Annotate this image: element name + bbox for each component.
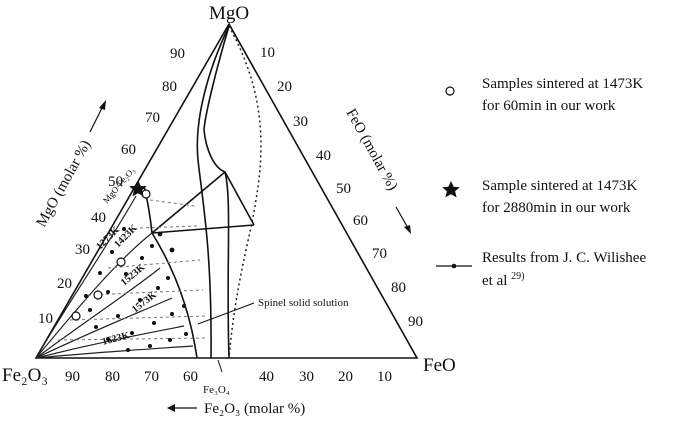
legend: Samples sintered at 1473K for 60min in o… xyxy=(436,76,646,289)
bottom-axis-title: Fe₂O₃ (molar %) xyxy=(204,401,305,417)
bottom-axis-arrow xyxy=(167,404,197,412)
right-tick: 20 xyxy=(277,79,292,95)
right-tick: 80 xyxy=(391,280,406,296)
right-tick: 60 xyxy=(353,213,368,229)
bottom-tick: 30 xyxy=(299,369,314,385)
isotherm-1423K xyxy=(35,232,153,359)
bottom-tick: 40 xyxy=(259,369,274,385)
left-tick: 10 xyxy=(38,311,53,327)
legend-line-dot-icon xyxy=(436,263,472,269)
apex-right-label: FeO xyxy=(423,355,456,376)
isotherm-label: 1623K xyxy=(101,330,131,348)
ferrite-boundary xyxy=(143,185,153,234)
left-axis-arrow xyxy=(89,100,106,133)
legend-entry-1-line-1: Samples sintered at 1473K xyxy=(482,76,643,92)
right-axis-title: FeO (molar %) xyxy=(343,106,401,193)
isotherm-1573K xyxy=(35,297,173,359)
legend-entry-1-line-2: for 60min in our work xyxy=(482,98,616,114)
left-tick: 60 xyxy=(121,142,136,158)
apex-top-label: MgO xyxy=(209,3,249,24)
bottom-tick: 10 xyxy=(377,369,392,385)
bottom-tick: 20 xyxy=(338,369,353,385)
right-tick: 10 xyxy=(260,45,275,61)
right-axis-ticks: 10 20 30 40 50 60 70 80 90 xyxy=(260,45,423,330)
legend-entry-3-line-2: et al 29) xyxy=(482,271,525,289)
tie-line-1 xyxy=(151,171,226,234)
dotted-boundary xyxy=(228,25,262,359)
sample-star xyxy=(129,180,147,197)
legend-entry-2-line-2: for 2880min in our work xyxy=(482,200,631,216)
isotherm-curves xyxy=(35,195,194,359)
magnetite-label: Fe₃O₄ xyxy=(203,384,230,396)
spinel-boundary-left xyxy=(151,232,198,359)
left-tick: 20 xyxy=(57,276,72,292)
tie-line-2 xyxy=(224,171,255,226)
isotherm-1623K xyxy=(35,325,185,359)
miscibility-boundary-right xyxy=(203,25,230,359)
right-tick: 30 xyxy=(293,114,308,130)
bottom-tick: 90 xyxy=(65,369,80,385)
legend-entry-2-line-1: Sample sintered at 1473K xyxy=(482,178,638,194)
left-tick: 70 xyxy=(145,110,160,126)
isotherm-1523K xyxy=(35,267,161,359)
phase-boundaries xyxy=(143,25,262,359)
left-axis-title: MgO (molar %) xyxy=(34,138,95,230)
right-tick: 70 xyxy=(372,246,387,262)
bottom-axis-ticks: 90 80 70 60 40 30 20 10 xyxy=(65,369,392,385)
left-tick: 50 xyxy=(108,174,123,190)
literature-data-points xyxy=(84,227,188,352)
right-tick: 50 xyxy=(336,181,351,197)
left-tick: 90 xyxy=(170,46,185,62)
left-axis-ticks: 90 80 70 60 50 40 30 20 10 xyxy=(38,46,185,327)
apex-left-label: Fe₂O₃ xyxy=(2,365,48,386)
legend-circle-icon xyxy=(445,86,455,96)
right-axis-arrow xyxy=(395,206,411,234)
compound-label: MgO·Fe₂O₃ xyxy=(101,165,137,205)
right-tick: 90 xyxy=(408,314,423,330)
left-tick: 30 xyxy=(75,242,90,258)
tie-line-3 xyxy=(151,224,255,234)
bottom-tick: 70 xyxy=(144,369,159,385)
left-tick: 40 xyxy=(91,210,106,226)
miscibility-boundary-left xyxy=(196,25,230,359)
sample-circles xyxy=(71,189,151,321)
spinel-label: Spinel solid solution xyxy=(258,297,349,309)
isotherm-base xyxy=(35,345,194,359)
legend-entry-3-line-1: Results from J. C. Wilishee xyxy=(482,250,646,266)
isotherm-label: 1573K xyxy=(130,289,159,315)
legend-star-icon xyxy=(442,181,460,198)
triangle-frame xyxy=(34,22,419,359)
bottom-tick: 60 xyxy=(183,369,198,385)
bottom-tick: 80 xyxy=(105,369,120,385)
dashed-tie-lines xyxy=(57,199,208,341)
isotherm-1273K xyxy=(35,195,137,359)
left-tick: 80 xyxy=(162,79,177,95)
right-tick: 40 xyxy=(316,148,331,164)
